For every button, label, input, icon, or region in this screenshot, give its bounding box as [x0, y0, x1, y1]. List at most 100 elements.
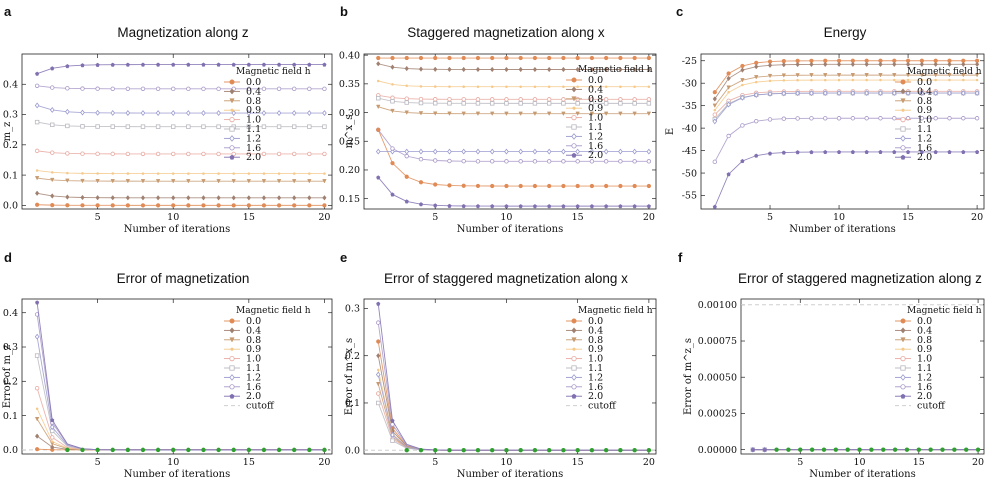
- converged-point: [216, 447, 221, 453]
- y-tick-label: 0.30: [339, 108, 360, 119]
- data-point: [632, 97, 637, 102]
- legend-marker: [229, 384, 235, 390]
- legend-item: 2.0: [895, 152, 932, 163]
- data-point: [376, 79, 380, 83]
- x-axis-label: Number of iterations: [124, 224, 231, 235]
- y-tick-label: 0.00050: [698, 372, 737, 383]
- data-point: [433, 158, 438, 163]
- data-point: [879, 78, 882, 82]
- data-point: [781, 90, 787, 97]
- data-point: [95, 124, 100, 129]
- data-point: [532, 111, 538, 117]
- data-point: [726, 101, 731, 108]
- converged-point: [546, 448, 552, 453]
- legend-label: 0.8: [588, 94, 603, 105]
- legend-label: 1.2: [246, 133, 261, 144]
- data-point: [823, 116, 828, 121]
- data-point: [80, 178, 85, 184]
- legend-label: 0.4: [246, 86, 261, 97]
- legend-label: 1.6: [246, 143, 261, 154]
- x-axis-label: Number of iterations: [124, 469, 231, 480]
- data-point: [291, 124, 297, 129]
- legend-item: 0.9: [224, 105, 261, 116]
- data-point: [50, 444, 55, 450]
- series-line: [37, 204, 325, 206]
- panel-title: Error of staggered magnetization along x: [384, 271, 628, 286]
- legend-item: 0.9: [566, 103, 603, 114]
- data-point: [934, 78, 937, 82]
- data-point: [35, 447, 40, 452]
- series-line: [377, 177, 649, 207]
- data-point: [66, 171, 69, 175]
- legend-marker: [229, 126, 235, 132]
- data-point: [836, 149, 842, 155]
- data-point: [603, 97, 609, 102]
- panel-title: Magnetization along z: [117, 25, 249, 40]
- data-point: [418, 111, 424, 116]
- data-point: [155, 110, 161, 116]
- legend-title: Magnetic field h: [907, 306, 982, 316]
- data-point: [50, 418, 55, 423]
- data-point: [231, 151, 236, 157]
- data-point: [518, 159, 523, 164]
- legend-marker: [571, 143, 577, 149]
- data-point: [919, 149, 924, 154]
- data-point: [140, 86, 146, 92]
- series-line: [37, 192, 325, 199]
- data-point: [261, 179, 267, 184]
- data-point: [390, 161, 395, 166]
- data-point: [110, 203, 115, 208]
- series-0.8: [376, 104, 652, 117]
- series-line: [36, 314, 325, 451]
- data-point: [809, 73, 814, 78]
- series-0.0b: [376, 127, 651, 189]
- legend-marker: [229, 88, 235, 95]
- data-point: [490, 55, 495, 61]
- data-point: [110, 179, 115, 184]
- data-point: [781, 116, 787, 121]
- converged-point: [774, 447, 779, 452]
- legend-item: 1.2: [566, 131, 603, 142]
- data-point: [447, 203, 452, 208]
- data-point: [618, 204, 623, 209]
- data-point: [125, 124, 131, 129]
- legend-item: 0.4: [224, 86, 261, 97]
- data-point: [461, 55, 466, 61]
- data-point: [418, 157, 424, 162]
- data-point: [261, 62, 267, 67]
- legend-item: 1.1: [895, 124, 932, 135]
- data-point: [754, 118, 759, 124]
- data-point: [201, 203, 206, 208]
- data-point: [322, 179, 327, 184]
- data-point: [156, 62, 161, 67]
- data-point: [376, 339, 381, 344]
- data-point: [547, 66, 552, 73]
- converged-point: [798, 447, 803, 452]
- data-point: [35, 190, 40, 196]
- legend-marker: [571, 133, 577, 140]
- series-2.0: [712, 149, 980, 209]
- data-point: [65, 123, 70, 129]
- data-point: [518, 97, 523, 102]
- legend-item: 2.0: [224, 391, 261, 402]
- x-tick-label: 5: [432, 457, 438, 468]
- series-line: [714, 151, 978, 207]
- data-point: [712, 118, 718, 125]
- data-point: [546, 159, 552, 164]
- legend-item: 1.1: [566, 363, 603, 374]
- legend-label: 0.8: [246, 335, 261, 346]
- legend-marker: [229, 327, 235, 334]
- data-point: [919, 73, 925, 78]
- data-point: [447, 111, 452, 116]
- data-point: [376, 382, 381, 387]
- legend-title: Magnetic field h: [578, 306, 653, 316]
- panel-title: Energy: [824, 25, 867, 40]
- data-point: [767, 117, 773, 122]
- data-point: [750, 447, 755, 452]
- data-point: [418, 55, 424, 61]
- y-tick-label: -55: [682, 191, 697, 202]
- plot-frame: [21, 298, 333, 455]
- data-point: [532, 148, 538, 155]
- legend-label: 1.1: [246, 124, 261, 135]
- series-0.8: [376, 382, 649, 451]
